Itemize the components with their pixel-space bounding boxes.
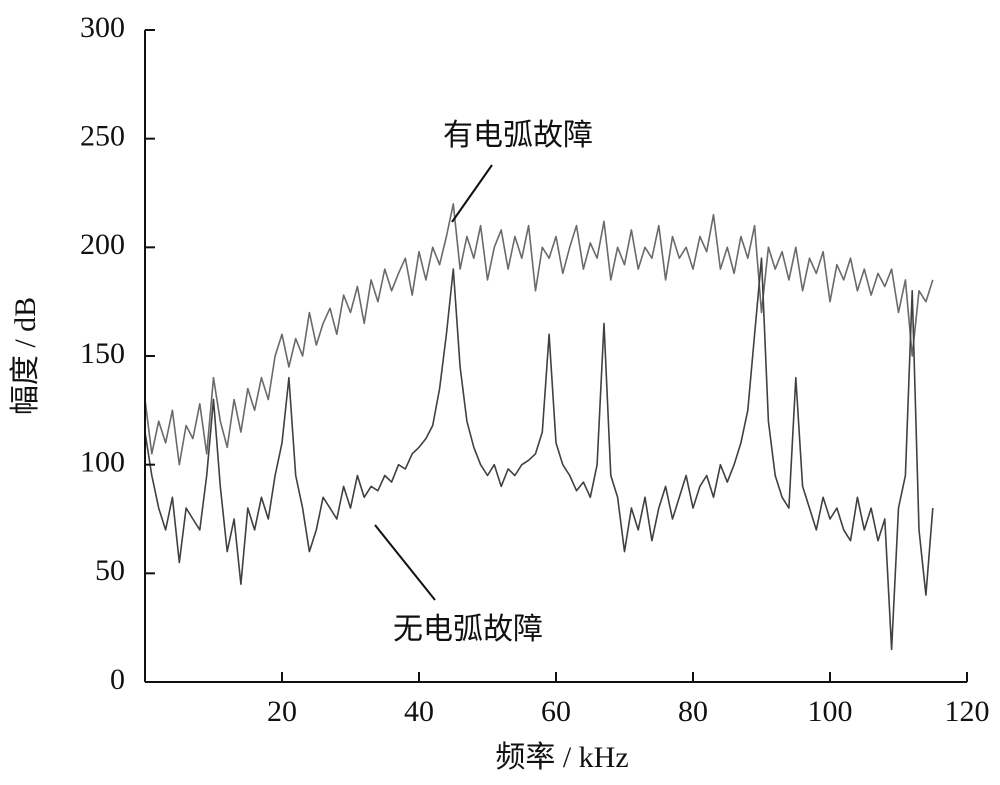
x-tick-label: 120 bbox=[945, 695, 990, 728]
x-tick-label: 80 bbox=[678, 695, 708, 728]
x-tick-label: 40 bbox=[404, 695, 434, 728]
plot-area bbox=[144, 203, 934, 651]
x-tick-label: 60 bbox=[541, 695, 571, 728]
y-tick-label: 100 bbox=[80, 446, 125, 479]
annotation: 无电弧故障 bbox=[393, 613, 543, 646]
y-tick-label: 300 bbox=[80, 11, 125, 44]
series-line bbox=[144, 203, 934, 466]
leader-line bbox=[374, 524, 436, 601]
y-tick-label: 0 bbox=[110, 663, 125, 696]
x-tick-label: 20 bbox=[267, 695, 297, 728]
leader-line bbox=[451, 164, 493, 223]
x-axis-label: 频率 / kHz bbox=[495, 741, 628, 774]
y-tick-label: 250 bbox=[80, 120, 125, 153]
series-line bbox=[144, 257, 934, 651]
y-tick-label: 200 bbox=[80, 228, 125, 261]
x-tick-label: 100 bbox=[808, 695, 853, 728]
annotation: 有电弧故障 bbox=[443, 119, 593, 152]
y-tick-label: 150 bbox=[80, 337, 125, 370]
y-tick-label: 50 bbox=[95, 554, 125, 587]
y-axis-label: 幅度 / dB bbox=[9, 297, 42, 415]
